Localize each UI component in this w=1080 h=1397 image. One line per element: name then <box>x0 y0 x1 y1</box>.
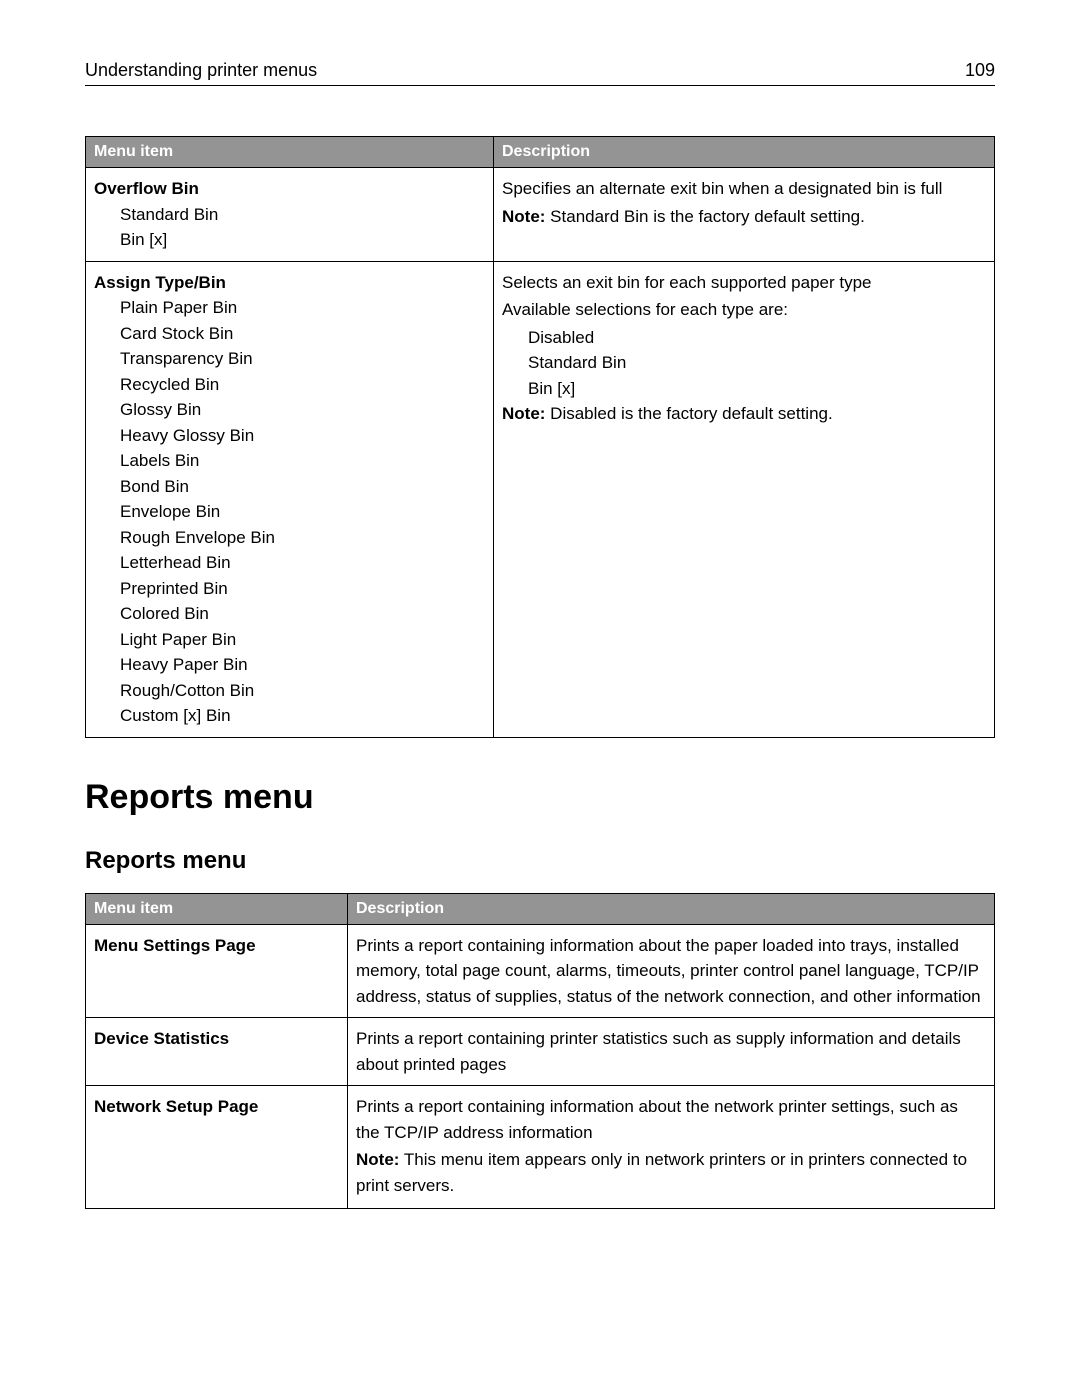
description-note: Note: This menu item appears only in net… <box>356 1147 986 1198</box>
description-cell: Prints a report containing information a… <box>348 1086 995 1209</box>
note-text: Disabled is the factory default setting. <box>545 404 832 423</box>
table-row: Device Statistics Prints a report contai… <box>86 1018 995 1086</box>
list-item: Standard Bin <box>528 350 986 376</box>
description-text: Prints a report containing printer stati… <box>356 1029 961 1074</box>
menu-item-sublist: Plain Paper Bin Card Stock Bin Transpare… <box>94 295 485 729</box>
table-row: Network Setup Page Prints a report conta… <box>86 1086 995 1209</box>
list-item: Envelope Bin <box>120 499 485 525</box>
description-line: Available selections for each type are: <box>502 297 986 323</box>
list-item: Transparency Bin <box>120 346 485 372</box>
description-note: Note: Disabled is the factory default se… <box>502 401 986 427</box>
col-description: Description <box>494 137 995 168</box>
list-item: Labels Bin <box>120 448 485 474</box>
list-item: Bond Bin <box>120 474 485 500</box>
list-item: Standard Bin <box>120 202 485 228</box>
description-cell: Prints a report containing printer stati… <box>348 1018 995 1086</box>
note-label: Note: <box>502 207 545 226</box>
description-cell: Specifies an alternate exit bin when a d… <box>494 168 995 262</box>
header-page-number: 109 <box>965 60 995 81</box>
list-item: Light Paper Bin <box>120 627 485 653</box>
list-item: Plain Paper Bin <box>120 295 485 321</box>
note-label: Note: <box>502 404 545 423</box>
note-text: Standard Bin is the factory default sett… <box>545 207 864 226</box>
menu-item-title: Overflow Bin <box>94 176 485 202</box>
description-text: Prints a report containing information a… <box>356 936 981 1006</box>
list-item: Bin [x] <box>528 376 986 402</box>
list-item: Custom [x] Bin <box>120 703 485 729</box>
menu-item-cell: Device Statistics <box>86 1018 348 1086</box>
list-item: Rough/Cotton Bin <box>120 678 485 704</box>
menu-item-cell: Menu Settings Page <box>86 924 348 1018</box>
note-label: Note: <box>356 1150 399 1169</box>
menu-item-cell: Network Setup Page <box>86 1086 348 1209</box>
description-line: Selects an exit bin for each supported p… <box>502 270 986 296</box>
note-text: This menu item appears only in network p… <box>356 1150 967 1195</box>
col-description: Description <box>348 893 995 924</box>
menu-item-title: Menu Settings Page <box>94 936 256 955</box>
description-cell: Selects an exit bin for each supported p… <box>494 261 995 737</box>
list-item: Heavy Paper Bin <box>120 652 485 678</box>
list-item: Preprinted Bin <box>120 576 485 602</box>
description-note: Note: Standard Bin is the factory defaul… <box>502 204 986 230</box>
menu-item-title: Device Statistics <box>94 1029 229 1048</box>
menu-item-title: Assign Type/Bin <box>94 270 485 296</box>
list-item: Bin [x] <box>120 227 485 253</box>
bin-setup-table: Menu item Description Overflow Bin Stand… <box>85 136 995 738</box>
menu-item-sublist: Standard Bin Bin [x] <box>94 202 485 253</box>
description-cell: Prints a report containing information a… <box>348 924 995 1018</box>
menu-item-cell: Overflow Bin Standard Bin Bin [x] <box>86 168 494 262</box>
table-row: Assign Type/Bin Plain Paper Bin Card Sto… <box>86 261 995 737</box>
table-row: Menu Settings Page Prints a report conta… <box>86 924 995 1018</box>
list-item: Rough Envelope Bin <box>120 525 485 551</box>
description-text: Prints a report containing information a… <box>356 1094 986 1145</box>
table-row: Overflow Bin Standard Bin Bin [x] Specif… <box>86 168 995 262</box>
list-item: Recycled Bin <box>120 372 485 398</box>
header-title: Understanding printer menus <box>85 60 317 81</box>
list-item: Card Stock Bin <box>120 321 485 347</box>
list-item: Disabled <box>528 325 986 351</box>
table-header-row: Menu item Description <box>86 137 995 168</box>
col-menu-item: Menu item <box>86 893 348 924</box>
description-sublist: Disabled Standard Bin Bin [x] <box>502 325 986 402</box>
section-heading-2: Reports menu <box>85 847 995 875</box>
list-item: Letterhead Bin <box>120 550 485 576</box>
list-item: Heavy Glossy Bin <box>120 423 485 449</box>
menu-item-title: Network Setup Page <box>94 1097 258 1116</box>
reports-menu-table: Menu item Description Menu Settings Page… <box>85 893 995 1210</box>
col-menu-item: Menu item <box>86 137 494 168</box>
page-header: Understanding printer menus 109 <box>85 60 995 86</box>
list-item: Colored Bin <box>120 601 485 627</box>
description-line: Specifies an alternate exit bin when a d… <box>502 176 986 202</box>
list-item: Glossy Bin <box>120 397 485 423</box>
section-heading-1: Reports menu <box>85 778 995 817</box>
table-header-row: Menu item Description <box>86 893 995 924</box>
document-page: Understanding printer menus 109 Menu ite… <box>0 0 1080 1309</box>
menu-item-cell: Assign Type/Bin Plain Paper Bin Card Sto… <box>86 261 494 737</box>
